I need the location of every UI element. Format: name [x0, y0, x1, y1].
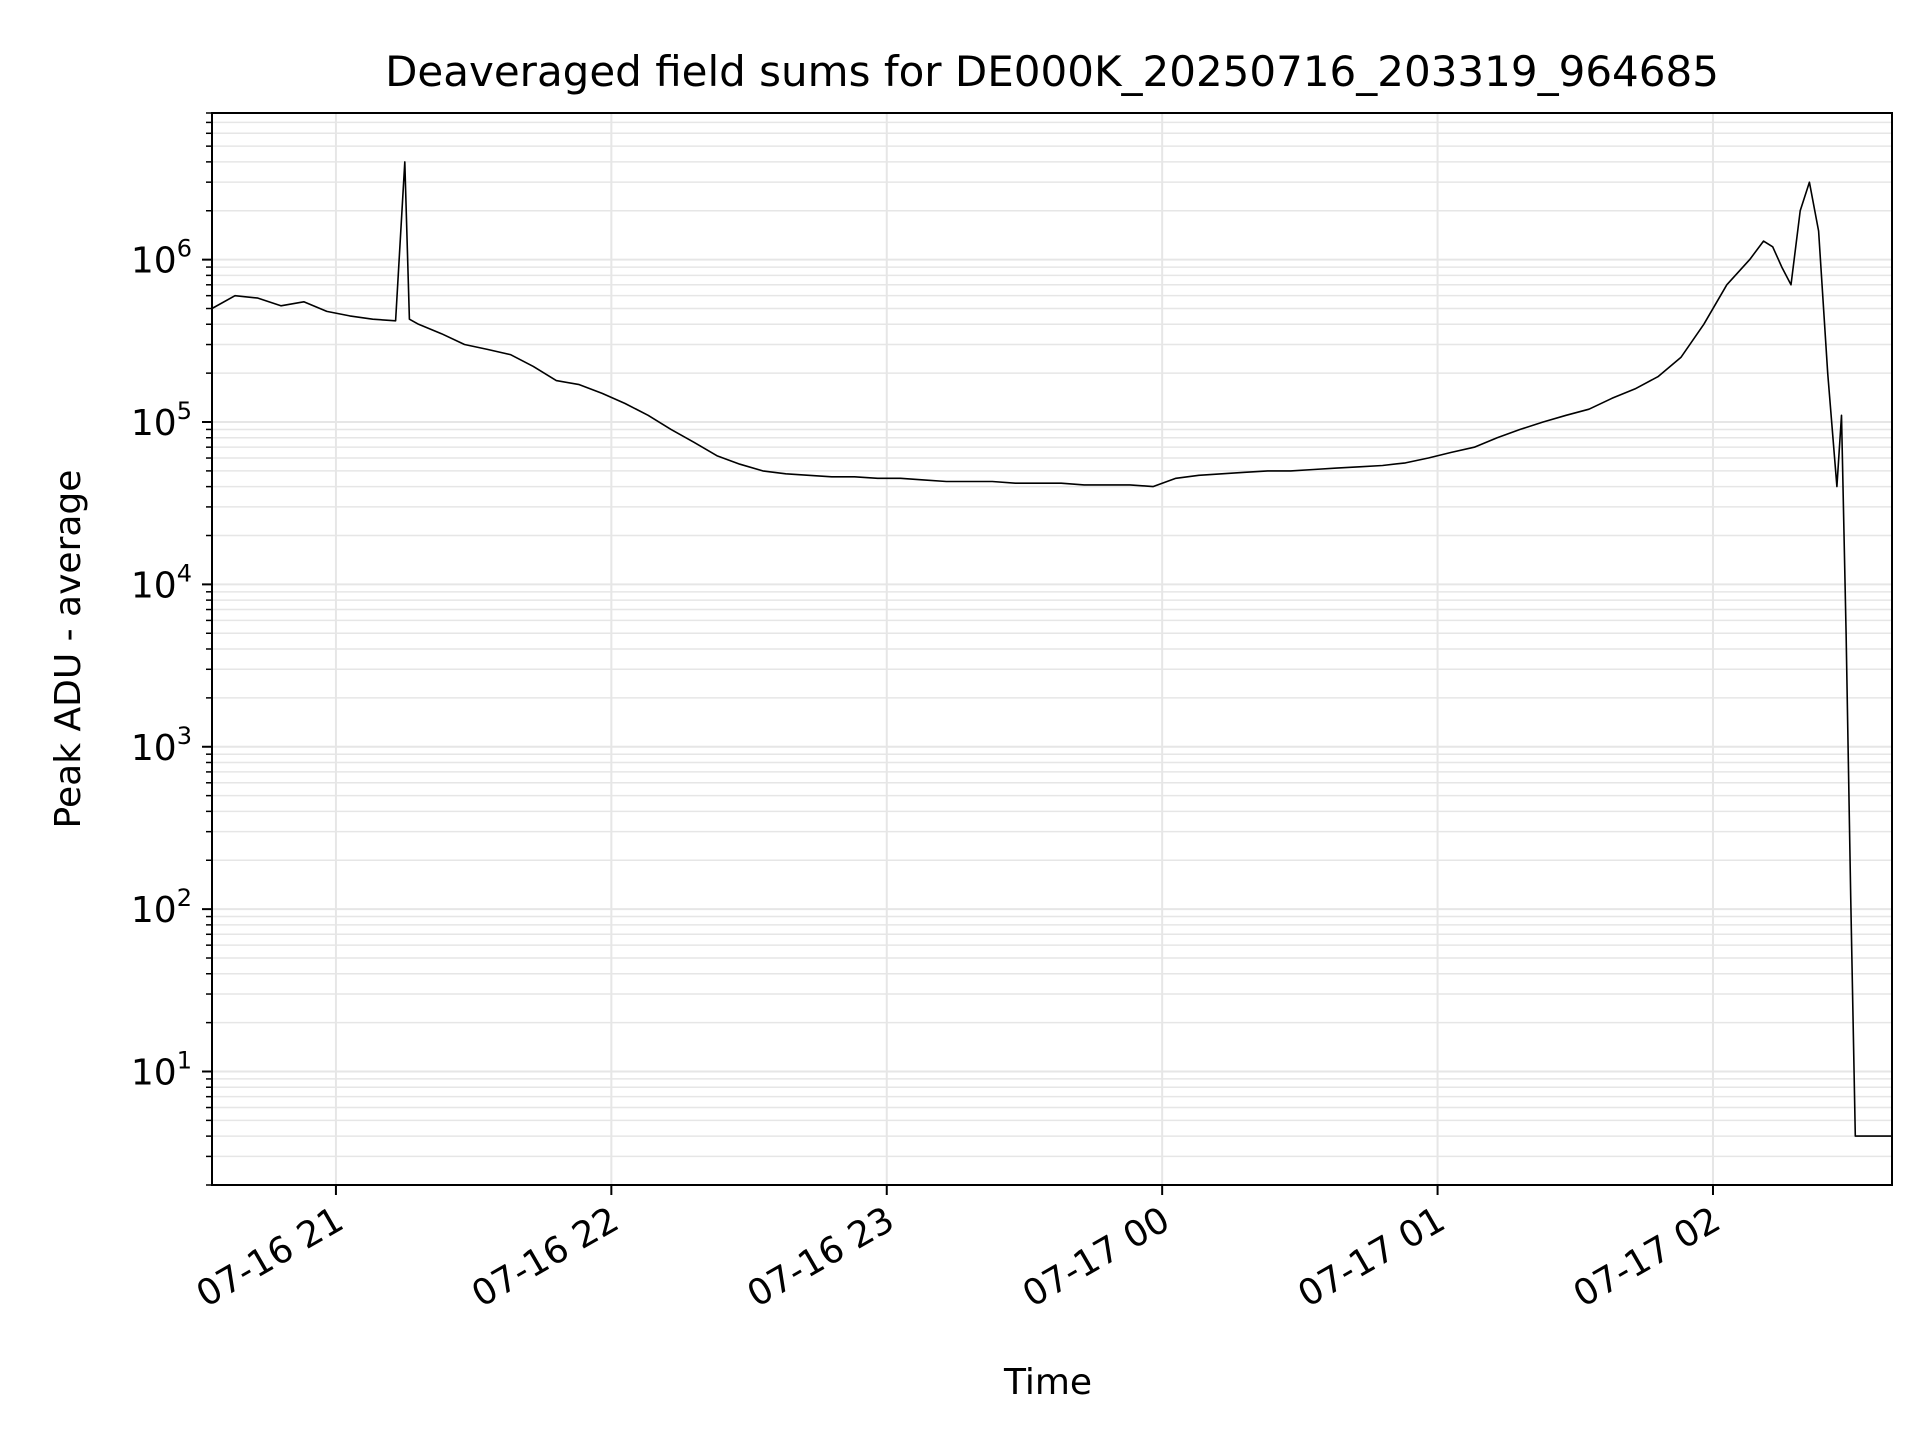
y-tick-label: 106	[131, 235, 192, 282]
y-tick-label: 104	[131, 559, 192, 606]
y-axis-label: Peak ADU - average	[48, 470, 89, 829]
y-tick-label: 102	[131, 884, 192, 931]
y-tick-label: 103	[131, 722, 192, 769]
chart-title: Deaveraged field sums for DE000K_2025071…	[385, 47, 1719, 96]
y-axis: 101 102 103 104 105 106	[131, 112, 212, 1186]
x-axis-label: Time	[1003, 1362, 1092, 1403]
data-line	[211, 161, 1892, 1137]
plot-area	[211, 161, 1892, 1137]
y-tick-label: 101	[131, 1047, 192, 1094]
y-tick-label: 105	[131, 397, 192, 444]
grid	[212, 112, 1892, 1186]
